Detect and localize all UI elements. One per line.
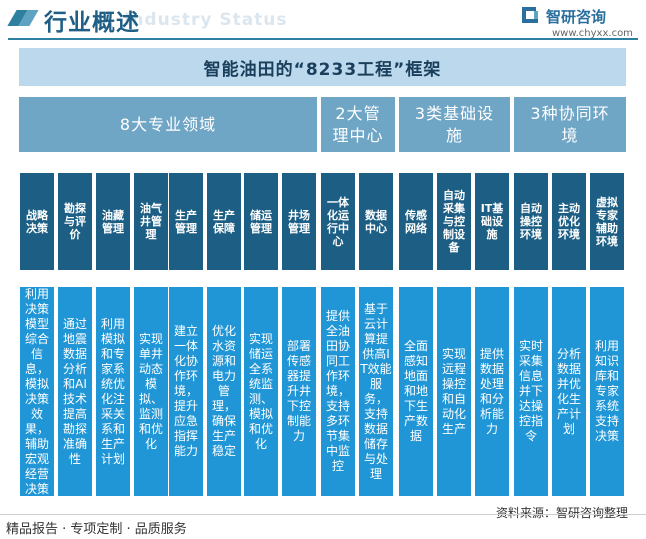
item-storage-transport: 储运管理 <box>244 173 278 270</box>
footer-divider <box>0 514 646 515</box>
desc-reservoir-management: 利用模拟和专家系统优化注采关系和生产计划 <box>96 287 130 496</box>
desc-virtual-expert-env: 利用知识库和专家系统支持决策 <box>590 287 624 496</box>
item-exploration: 勘探与评价 <box>58 173 92 270</box>
item-well-management: 油气井管理 <box>134 173 168 270</box>
data-source: 资料来源：智研咨询整理 <box>496 506 629 520</box>
desc-storage-transport: 实现储运全系统监测、模拟和优化 <box>244 287 278 496</box>
item-active-optimization-env: 主动优化环境 <box>552 173 586 270</box>
desc-active-optimization-env: 分析数据并优化生产计划 <box>552 287 586 496</box>
header-divider <box>8 38 638 40</box>
item-data-center: 数据中心 <box>359 173 393 270</box>
desc-auto-control-env: 实时采集信息并下达操控指令 <box>514 287 548 496</box>
section-title: 行业概述 <box>44 10 140 36</box>
brand-url: www.chyxx.com <box>552 28 633 39</box>
item-production-support: 生产保障 <box>207 173 241 270</box>
item-sensor-network: 传感网络 <box>399 173 433 270</box>
item-auto-control-env: 自动操控环境 <box>514 173 548 270</box>
desc-production-management: 建立一体化协作环境，提升应急指挥能力 <box>169 287 203 496</box>
item-automation-devices: 自动采集与控制设备 <box>437 173 471 270</box>
desc-data-center: 基于云计算提供高IT效能服务，支持数据储存与处理 <box>359 287 393 496</box>
item-it-infrastructure: IT基础设施 <box>475 173 509 270</box>
item-strategic-decision: 战略决策 <box>20 173 54 270</box>
header-decor-icon <box>7 8 39 28</box>
item-production-management: 生产管理 <box>169 173 203 270</box>
desc-wellsite-management: 部署传感器提升井下控制能力 <box>282 287 316 496</box>
framework-title: 智能油田的“8233工程”框架 <box>19 48 626 86</box>
item-integrated-operation-center: 一体化运行中心 <box>321 173 355 270</box>
desc-strategic-decision: 利用决策模型综合信息，模拟决策效果，辅助宏观经营决策 <box>20 287 54 496</box>
desc-exploration: 通过地震数据分析和AI技术提高勘探准确性 <box>58 287 92 496</box>
footer-tagline: 精品报告 · 专项定制 · 品质服务 <box>6 522 187 537</box>
category-infrastructure: 3类基础设施 <box>399 97 510 152</box>
desc-integrated-operation-center: 提供全油田协同工作环境，支持多环节集中监控 <box>321 287 355 496</box>
item-reservoir-management: 油藏管理 <box>96 173 130 270</box>
header-watermark: Industry Status <box>124 10 288 30</box>
brand-logo-icon <box>520 5 542 25</box>
desc-well-management: 实现单井动态模拟、监测和优化 <box>134 287 168 496</box>
category-management-centers: 2大管理中心 <box>321 97 395 152</box>
desc-it-infrastructure: 提供数据处理和分析能力 <box>475 287 509 496</box>
item-wellsite-management: 井场管理 <box>282 173 316 270</box>
desc-sensor-network: 全面感知地面和地下生产数据 <box>399 287 433 496</box>
category-professional-domains: 8大专业领域 <box>19 97 317 152</box>
desc-automation-devices: 实现远程操控和自动化生产 <box>437 287 471 496</box>
item-virtual-expert-env: 虚拟专家辅助环境 <box>590 173 624 270</box>
category-collaborative-environments: 3种协同环境 <box>514 97 626 152</box>
brand-name: 智研咨询 <box>546 8 607 26</box>
desc-production-support: 优化水资源和电力管理，确保生产稳定 <box>207 287 241 496</box>
